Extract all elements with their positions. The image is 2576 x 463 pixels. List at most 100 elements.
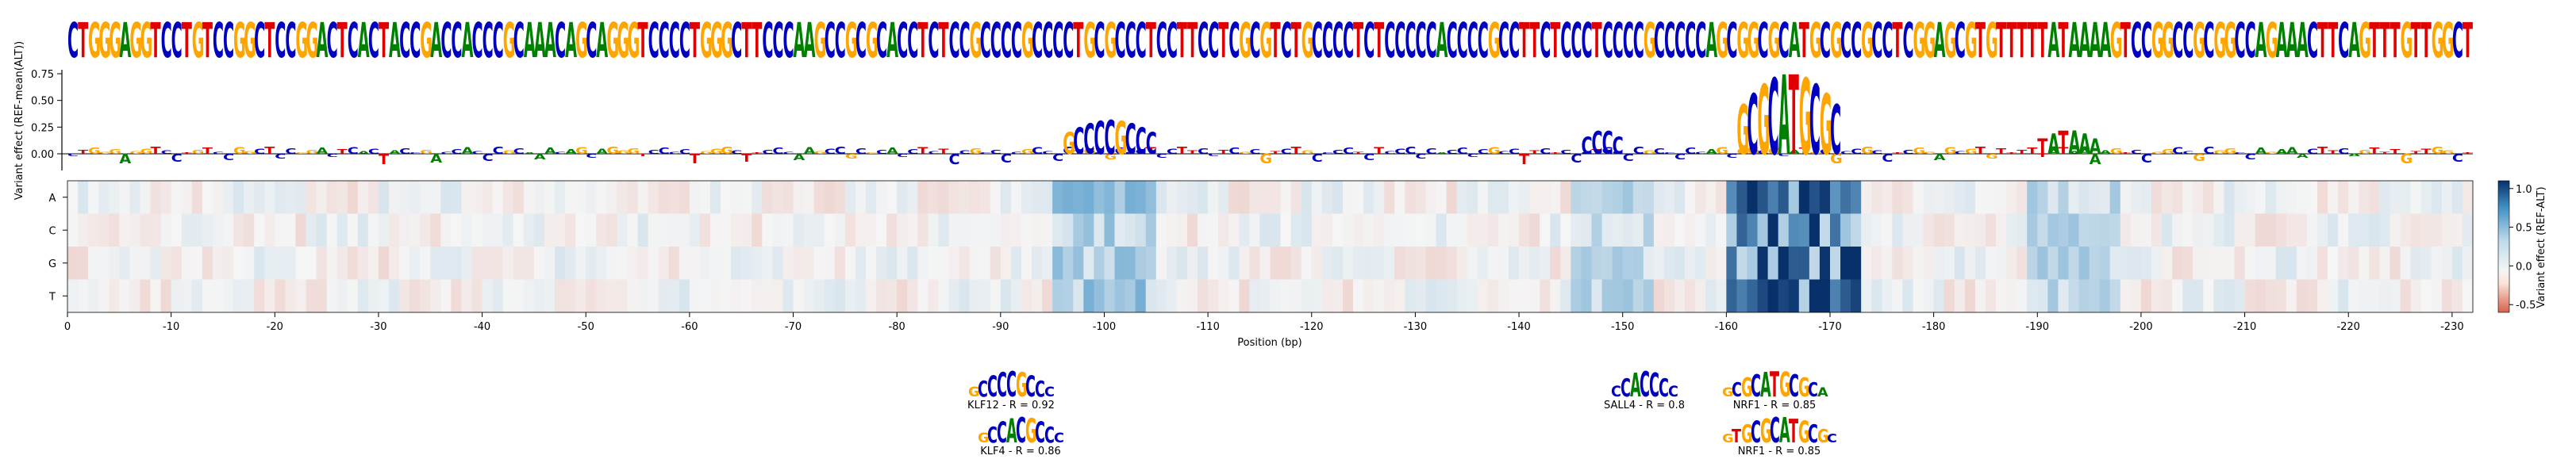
heatmap-cell — [295, 213, 306, 247]
logo-letter: A — [534, 152, 546, 161]
heatmap-cell — [1809, 213, 1821, 247]
heatmap-cell — [658, 247, 670, 280]
heatmap-cell — [1757, 181, 1769, 214]
sequence-letter: C — [1115, 12, 1126, 68]
logo-letter: A — [1705, 148, 1718, 155]
colorbar-ticks: 1.00.50.0-0.5 — [2509, 184, 2536, 312]
heatmap-cell — [969, 213, 981, 247]
heatmap-cell — [264, 181, 275, 214]
sequence-letter: T — [2017, 12, 2027, 68]
logo-letter: T — [151, 144, 161, 156]
heatmap-cell — [2306, 213, 2318, 247]
heatmap-cell — [336, 181, 348, 214]
heatmap-cell — [2162, 279, 2173, 312]
heatmap-cell — [1456, 279, 1468, 312]
heatmap-cell — [772, 279, 783, 312]
heatmap-cell — [865, 279, 877, 312]
sequence-letter: A — [389, 12, 401, 68]
heatmap-cell — [254, 247, 265, 280]
heatmap-cell — [233, 279, 244, 312]
heatmap-cell — [1581, 213, 1592, 247]
heatmap-cell — [897, 181, 908, 214]
heatmap-cell — [1394, 213, 1405, 247]
logo-peak-letter: A — [2047, 128, 2059, 161]
heatmap-cell — [834, 181, 846, 214]
logo-letter: T — [1892, 151, 1903, 154]
heatmap-cell — [1456, 213, 1468, 247]
heatmap-cell — [336, 279, 348, 312]
sequence-letter: G — [700, 12, 713, 68]
logo-letter: T — [1799, 146, 1810, 155]
heatmap-cell — [482, 213, 494, 247]
heatmap-cell — [1032, 213, 1043, 247]
sequence-letter: C — [2338, 12, 2349, 68]
sequence-letter: A — [524, 12, 536, 68]
heatmap-cell — [1487, 279, 1499, 312]
heatmap-cell — [212, 279, 224, 312]
logo-letter: G — [1747, 144, 1759, 156]
heatmap-cell — [2089, 213, 2101, 247]
logo-letter: C — [2182, 151, 2193, 155]
sequence-letter: T — [337, 12, 348, 68]
heatmap-cell — [1851, 247, 1862, 280]
sequence-letter: T — [379, 12, 389, 68]
logo-letter: C — [980, 151, 991, 154]
heatmap-cell — [2244, 247, 2256, 280]
heatmap-cell — [1540, 279, 1551, 312]
heatmap-cell — [1384, 181, 1395, 214]
heatmap-cell — [990, 279, 1002, 312]
sequence-letter: C — [1540, 12, 1551, 68]
heatmap-cell — [1902, 181, 1913, 214]
sequence-letter: C — [772, 12, 783, 68]
heatmap-cell — [1135, 247, 1147, 280]
heatmap-cell — [1757, 279, 1769, 312]
heatmap-cell — [513, 181, 525, 214]
heatmap-cell — [679, 181, 690, 214]
heatmap-cell — [420, 247, 431, 280]
sequence-letter: T — [151, 12, 161, 68]
motif-letter: C — [1808, 420, 1818, 449]
heatmap-cell — [1332, 247, 1344, 280]
heatmap-cell — [2099, 247, 2111, 280]
heatmap-cell — [1944, 213, 1955, 247]
logo-peak-letter: C — [1146, 127, 1157, 161]
heatmap-cell — [1425, 279, 1436, 312]
motif-label: NRF1 - R = 0.85 — [1733, 400, 1817, 411]
sequence-letter: C — [1820, 12, 1831, 68]
heatmap-cell — [67, 213, 79, 247]
heatmap-cell — [2182, 213, 2193, 247]
heatmap-cell — [1632, 279, 1644, 312]
sequence-letter: C — [1623, 12, 1634, 68]
sequence-letter: T — [1353, 12, 1363, 68]
heatmap-cell — [1705, 181, 1717, 214]
heatmap-cell — [1094, 181, 1105, 214]
heatmap-cell — [555, 247, 566, 280]
heatmap-cell — [533, 181, 545, 214]
heatmap-cell — [2306, 247, 2318, 280]
heatmap-cell — [1902, 247, 1913, 280]
logo-peak-letter: C — [1125, 116, 1136, 164]
heatmap-cell — [1208, 181, 1219, 214]
sequence-letter: C — [782, 12, 794, 68]
heatmap-cell — [150, 213, 161, 247]
sequence-letter: A — [1934, 12, 1946, 68]
heatmap-cell — [752, 279, 763, 312]
logo-letter: G — [1924, 151, 1936, 155]
heatmap-cell — [1996, 213, 2007, 247]
heatmap-cell — [979, 279, 991, 312]
sequence-letter: T — [182, 12, 192, 68]
sequence-letter: C — [1571, 12, 1582, 68]
heatmap-cell — [782, 181, 794, 214]
heatmap-cell — [326, 181, 338, 214]
heatmap-cell — [2068, 279, 2079, 312]
heatmap-cell — [440, 247, 452, 280]
sequence-letter: T — [2058, 12, 2068, 68]
sequence-letter: C — [2182, 12, 2193, 68]
logo-letter: T — [337, 148, 348, 155]
heatmap-cell — [295, 279, 306, 312]
heatmap-cell — [367, 213, 379, 247]
heatmap-cell — [596, 181, 607, 214]
heatmap-cell — [1290, 279, 1302, 312]
heatmap-cell — [2203, 213, 2214, 247]
